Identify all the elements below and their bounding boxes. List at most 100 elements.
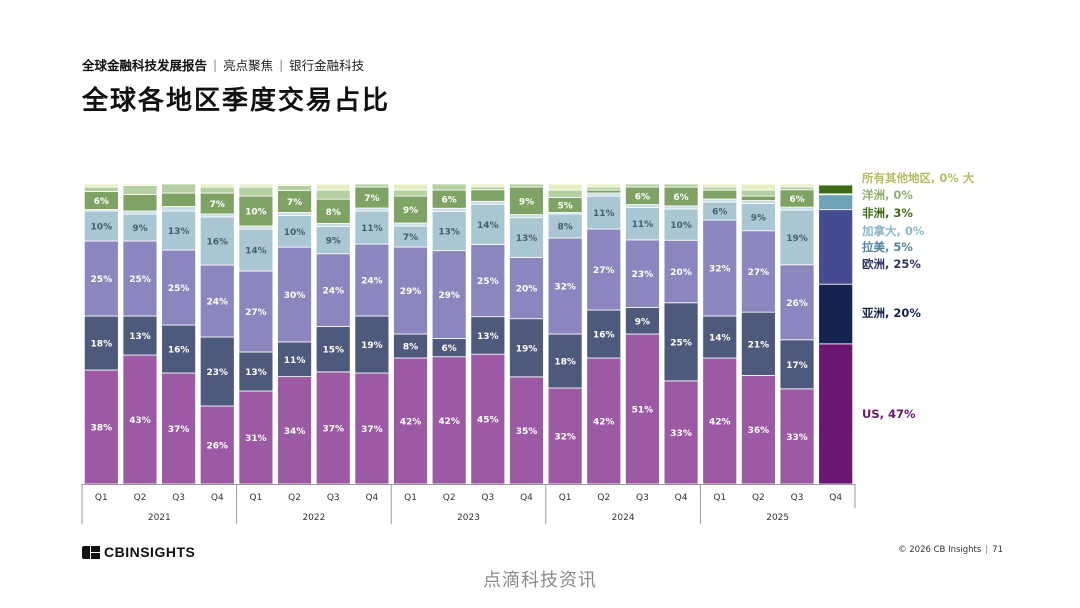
bar-segment-africa-11 [509, 186, 544, 216]
bar-segment-africa-2 [161, 192, 197, 207]
data-label-latam-9: 13% [438, 227, 460, 237]
data-label-europe-14: 23% [632, 270, 654, 280]
quarter-tick-9: Q2 [443, 493, 456, 503]
bar-segment-us-5 [277, 376, 312, 485]
quarter-tick-0: Q1 [95, 493, 108, 503]
legend-canada: 加拿大, 0% [861, 224, 925, 238]
bar-segment-latam-18 [779, 209, 815, 266]
data-label-latam-17: 9% [751, 214, 766, 224]
bar-segment-latam-1 [122, 213, 158, 242]
bar-segment-us-8 [393, 357, 428, 485]
bar-segment-oceania-2 [161, 183, 197, 194]
bar-segment-oceania-17 [740, 189, 776, 197]
data-label-africa-5: 7% [287, 198, 302, 208]
data-label-africa-8: 9% [403, 206, 418, 216]
bar-segment-canada-5 [277, 212, 312, 216]
data-label-europe-2: 25% [168, 284, 190, 294]
breadcrumb: 全球金融科技发展报告 | 亮点聚焦 | 银行金融科技 [82, 55, 364, 74]
quarter-tick-17: Q2 [752, 493, 765, 503]
data-label-us-4: 31% [245, 434, 267, 444]
data-label-europe-3: 24% [207, 298, 229, 308]
bar-segment-latam-17 [740, 203, 776, 232]
data-label-us-10: 45% [477, 416, 499, 426]
bar-segment-canada-9 [431, 207, 467, 212]
bar-segment-canada-15 [663, 205, 699, 210]
bar-segment-oceania-15 [663, 183, 699, 188]
bar-segment-oceania-3 [199, 186, 235, 194]
data-label-us-1: 43% [129, 416, 151, 426]
bar-segment-canada-16 [702, 198, 738, 203]
breadcrumb-topic: 银行金融科技 [289, 58, 365, 73]
bar-segment-europe-1 [122, 240, 158, 317]
copyright: © 2026 CB Insights | 71 [898, 545, 1003, 555]
data-label-africa-11: 9% [519, 197, 534, 207]
data-label-asia-10: 13% [477, 332, 499, 342]
data-label-us-6: 37% [322, 424, 344, 434]
quarter-tick-12: Q1 [559, 493, 572, 503]
bar-segment-oceania-0 [83, 186, 119, 192]
bar-segment-us-4 [238, 390, 274, 485]
bar-segment-oceania-12 [547, 189, 583, 198]
data-label-europe-16: 32% [709, 265, 731, 275]
data-label-latam-6: 9% [326, 237, 341, 247]
bar-segment-us-1 [122, 354, 158, 485]
bar-segment-latam-4 [238, 228, 274, 272]
data-label-africa-0: 6% [94, 197, 109, 207]
stacked-bar-chart: 38% 18% 25% 10% 6% 43% 13% 25% 9% 37% 16% 25% 13% 26%… [81, 171, 975, 524]
bar-segment-europe-14 [625, 239, 660, 308]
data-label-europe-12: 32% [554, 283, 576, 293]
data-label-latam-7: 11% [361, 224, 383, 234]
year-tick-4: 2025 [766, 513, 789, 523]
bar-segment-other-18 [779, 183, 815, 188]
quarter-tick-19: Q4 [829, 493, 842, 503]
bar-segment-us-3 [199, 405, 235, 485]
data-label-asia-2: 16% [168, 346, 190, 356]
bar-segment-oceania-7 [354, 183, 390, 188]
bar-segment-europe-12 [547, 237, 583, 335]
bar-segment-asia-19 [818, 283, 854, 345]
watermark: 点滴科技资讯 [483, 570, 597, 591]
bar-segment-oceania-19 [818, 183, 854, 186]
bar-segment-asia-11 [509, 318, 544, 378]
bar-segment-europe-13 [586, 228, 622, 311]
data-label-europe-0: 25% [91, 275, 113, 285]
bar-segment-canada-3 [199, 213, 235, 218]
copyright-text: © 2026 CB Insights [898, 545, 982, 555]
data-label-europe-18: 26% [786, 299, 808, 309]
bar-segment-africa-19 [818, 184, 854, 195]
year-tick-2: 2023 [457, 513, 480, 523]
quarter-tick-4: Q1 [250, 493, 263, 503]
bar-segment-europe-2 [161, 249, 197, 326]
bar-segment-oceania-11 [509, 183, 544, 188]
quarter-tick-16: Q1 [713, 493, 726, 503]
bar-segment-us-19 [818, 343, 854, 485]
bar-segment-europe-7 [354, 243, 390, 317]
data-label-us-5: 34% [284, 427, 306, 437]
bar-segment-other-12 [547, 183, 583, 191]
bar-segment-africa-1 [122, 194, 158, 212]
data-label-europe-1: 25% [129, 275, 151, 285]
bar-segment-us-17 [740, 375, 776, 485]
bar-segment-asia-5 [277, 341, 312, 378]
data-label-latam-13: 11% [593, 209, 615, 219]
breadcrumb-separator: | [213, 57, 218, 72]
legend-us: US, 47% [862, 407, 916, 421]
data-label-europe-11: 20% [516, 285, 538, 295]
data-label-us-7: 37% [361, 425, 383, 435]
bar-segment-canada-1 [122, 210, 158, 215]
data-label-europe-13: 27% [593, 266, 615, 276]
bar-segment-us-11 [509, 376, 544, 485]
bar-segment-europe-19 [818, 209, 854, 285]
data-label-asia-4: 13% [245, 368, 267, 378]
bar-segment-latam-12 [547, 213, 583, 239]
bar-segment-latam-6 [315, 226, 351, 255]
breadcrumb-section: 亮点聚焦 [223, 58, 274, 73]
data-label-latam-5: 10% [284, 228, 306, 238]
data-label-africa-3: 7% [210, 200, 225, 210]
year-tick-3: 2024 [612, 513, 635, 523]
data-label-europe-10: 25% [477, 277, 499, 287]
bar-segment-canada-18 [779, 206, 815, 211]
copyright-separator: | [985, 545, 989, 555]
data-label-asia-6: 15% [322, 346, 344, 356]
bar-segment-africa-6 [315, 198, 351, 224]
